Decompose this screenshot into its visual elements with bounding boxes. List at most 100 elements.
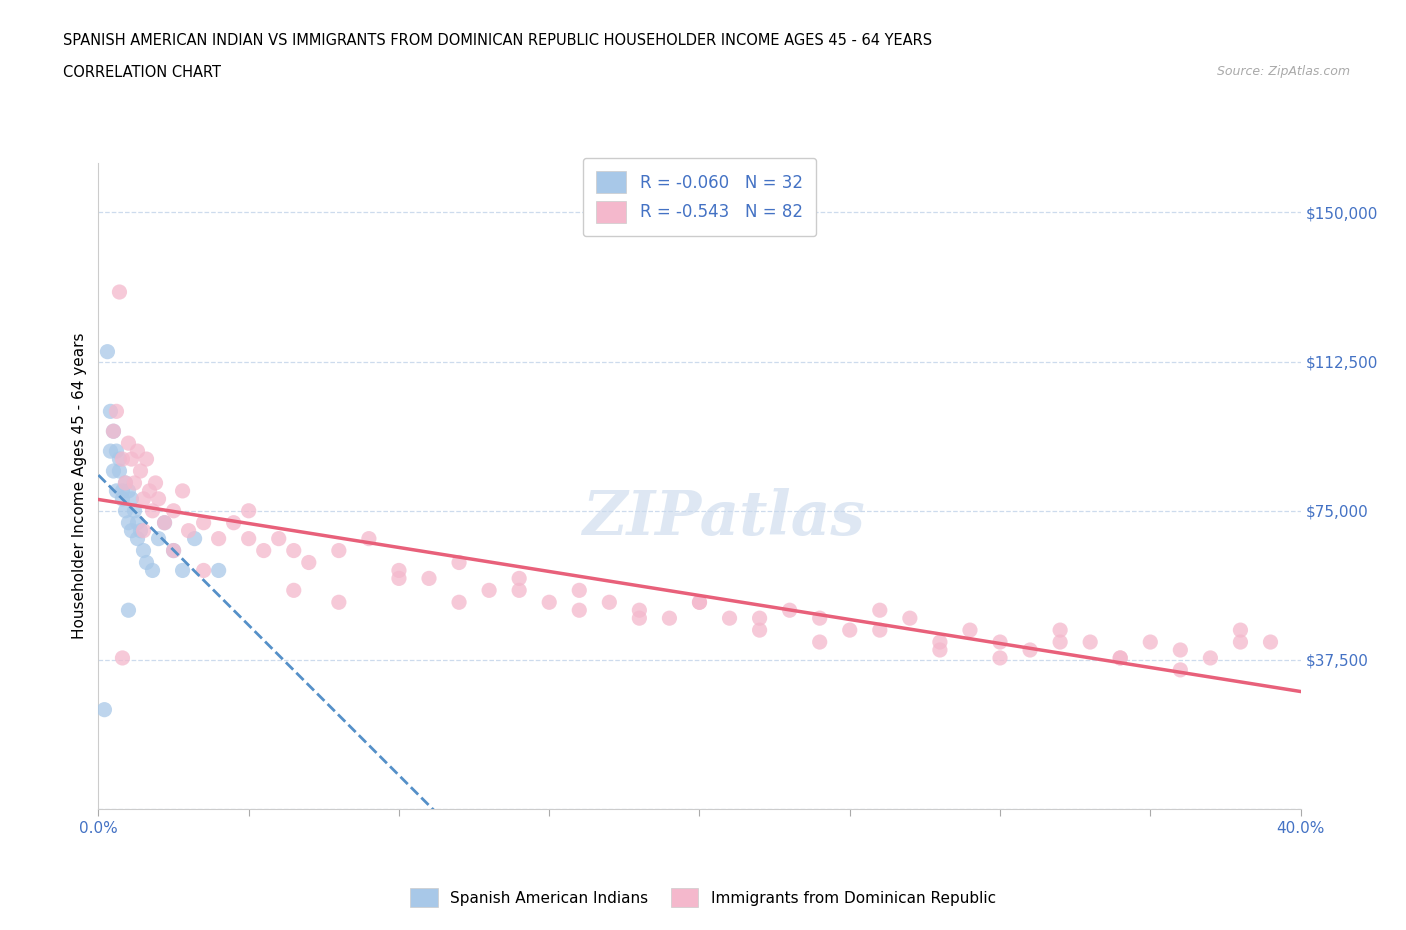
- Point: [132, 491, 155, 506]
- Text: CORRELATION CHART: CORRELATION CHART: [63, 65, 221, 80]
- Point: [117, 484, 139, 498]
- Point: [508, 583, 530, 598]
- Point: [1139, 634, 1161, 649]
- Point: [838, 623, 860, 638]
- Point: [1049, 623, 1071, 638]
- Point: [172, 484, 194, 498]
- Point: [138, 484, 160, 498]
- Point: [1229, 634, 1251, 649]
- Point: [129, 463, 152, 478]
- Point: [748, 611, 770, 626]
- Point: [111, 484, 134, 498]
- Point: [114, 475, 136, 490]
- Point: [141, 563, 163, 578]
- Point: [117, 603, 139, 618]
- Point: [628, 603, 651, 618]
- Point: [172, 563, 194, 578]
- Point: [162, 543, 184, 558]
- Point: [148, 491, 170, 506]
- Point: [177, 524, 200, 538]
- Point: [1019, 643, 1042, 658]
- Point: [148, 531, 170, 546]
- Point: [193, 563, 215, 578]
- Point: [1199, 650, 1222, 665]
- Point: [103, 424, 125, 439]
- Point: [93, 702, 115, 717]
- Point: [127, 444, 149, 458]
- Point: [929, 634, 952, 649]
- Point: [478, 583, 501, 598]
- Point: [117, 515, 139, 530]
- Point: [538, 595, 561, 610]
- Point: [718, 611, 741, 626]
- Point: [283, 583, 305, 598]
- Point: [162, 543, 184, 558]
- Point: [388, 571, 411, 586]
- Point: [628, 611, 651, 626]
- Point: [108, 463, 131, 478]
- Point: [132, 543, 155, 558]
- Point: [100, 404, 122, 418]
- Point: [103, 424, 125, 439]
- Point: [114, 503, 136, 518]
- Point: [135, 452, 157, 467]
- Point: [447, 595, 470, 610]
- Point: [1229, 623, 1251, 638]
- Point: [658, 611, 681, 626]
- Point: [108, 285, 131, 299]
- Point: [105, 404, 128, 418]
- Point: [283, 543, 305, 558]
- Point: [124, 475, 146, 490]
- Point: [121, 491, 143, 506]
- Legend: R = -0.060   N = 32, R = -0.543   N = 82: R = -0.060 N = 32, R = -0.543 N = 82: [583, 158, 815, 236]
- Point: [145, 475, 167, 490]
- Point: [1170, 643, 1192, 658]
- Point: [108, 452, 131, 467]
- Point: [1078, 634, 1101, 649]
- Point: [105, 484, 128, 498]
- Point: [127, 515, 149, 530]
- Point: [208, 531, 231, 546]
- Point: [1049, 634, 1071, 649]
- Y-axis label: Householder Income Ages 45 - 64 years: Householder Income Ages 45 - 64 years: [72, 333, 87, 639]
- Point: [121, 524, 143, 538]
- Point: [688, 595, 710, 610]
- Point: [135, 555, 157, 570]
- Point: [114, 475, 136, 490]
- Point: [959, 623, 981, 638]
- Point: [988, 650, 1011, 665]
- Legend: Spanish American Indians, Immigrants from Dominican Republic: Spanish American Indians, Immigrants fro…: [404, 883, 1002, 913]
- Point: [111, 491, 134, 506]
- Point: [898, 611, 921, 626]
- Point: [1260, 634, 1282, 649]
- Point: [688, 595, 710, 610]
- Point: [328, 595, 350, 610]
- Point: [808, 611, 831, 626]
- Point: [129, 524, 152, 538]
- Point: [103, 463, 125, 478]
- Point: [568, 583, 591, 598]
- Point: [748, 623, 770, 638]
- Point: [222, 515, 245, 530]
- Point: [418, 571, 440, 586]
- Point: [1109, 650, 1132, 665]
- Text: SPANISH AMERICAN INDIAN VS IMMIGRANTS FROM DOMINICAN REPUBLIC HOUSEHOLDER INCOME: SPANISH AMERICAN INDIAN VS IMMIGRANTS FR…: [63, 33, 932, 47]
- Point: [869, 603, 891, 618]
- Point: [127, 531, 149, 546]
- Point: [808, 634, 831, 649]
- Point: [105, 444, 128, 458]
- Point: [124, 503, 146, 518]
- Point: [117, 436, 139, 451]
- Point: [298, 555, 321, 570]
- Point: [208, 563, 231, 578]
- Point: [598, 595, 620, 610]
- Point: [111, 650, 134, 665]
- Point: [988, 634, 1011, 649]
- Point: [328, 543, 350, 558]
- Point: [267, 531, 290, 546]
- Point: [193, 515, 215, 530]
- Point: [153, 515, 176, 530]
- Point: [388, 563, 411, 578]
- Point: [141, 503, 163, 518]
- Point: [121, 452, 143, 467]
